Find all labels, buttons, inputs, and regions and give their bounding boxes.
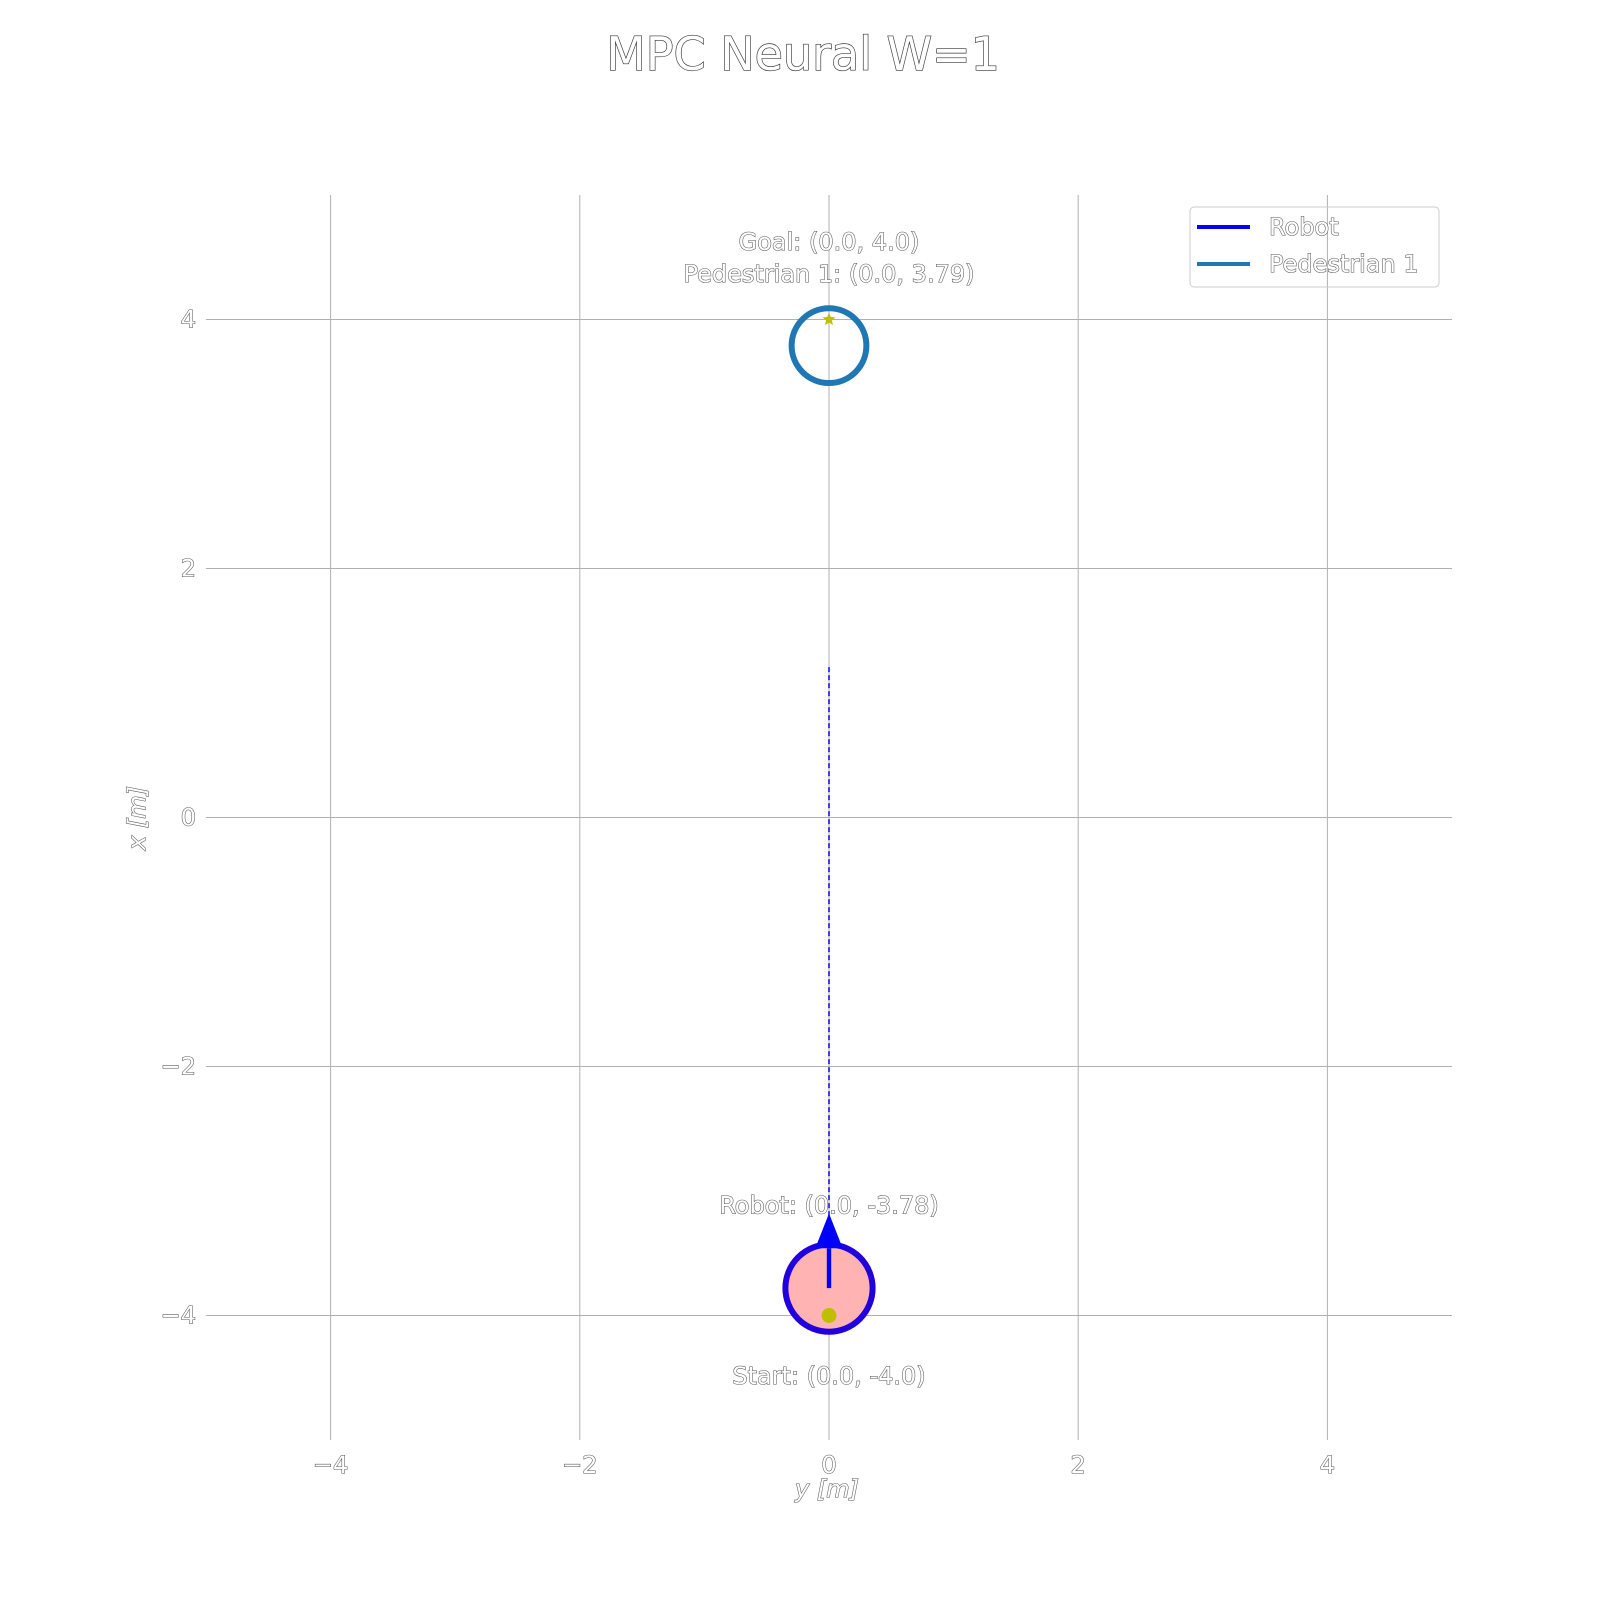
- y-tick-label: −2: [161, 1053, 196, 1081]
- y-tick-label: 0: [181, 804, 196, 832]
- goal-star-icon: [822, 312, 836, 325]
- y-axis-label: x [m]: [123, 786, 151, 851]
- y-tick-labels: −4 −2 0 2 4: [160, 305, 196, 1330]
- y-tick-label: −4: [161, 1302, 196, 1330]
- y-tick-label: 4: [181, 306, 196, 334]
- goal-label: Goal: (0.0, 4.0): [739, 228, 920, 256]
- start-label: Start: (0.0, -4.0): [732, 1362, 925, 1390]
- legend-box: [1189, 206, 1440, 288]
- x-tick-label: −2: [562, 1451, 597, 1479]
- robot-heading-arrow-shaft: [826, 1248, 832, 1289]
- robot-label: Robot: (0.0, -3.78): [719, 1191, 939, 1219]
- x-tick-label: 0: [821, 1451, 836, 1479]
- y-tick-label: 2: [181, 555, 196, 583]
- robot-heading-arrow-head: [815, 1213, 843, 1249]
- x-tick-label: 4: [1320, 1451, 1335, 1479]
- legend: Robot Pedestrian 1: [1189, 206, 1440, 288]
- legend-pedestrian-1-label: Pedestrian 1: [1269, 250, 1419, 278]
- x-tick-label: −4: [313, 1451, 348, 1479]
- legend-robot-label: Robot: [1269, 213, 1339, 241]
- plot-area: −4 −2 0 2 4 −4 −2 0 2 4 Goal: (0.0, 4.0) Pedestr…: [160, 195, 1452, 1480]
- x-tick-labels: −4 −2 0 2 4: [312, 1450, 1335, 1479]
- pedestrian-1-label: Pedestrian 1: (0.0, 3.79): [684, 260, 975, 288]
- x-axis-label: y [m]: [794, 1475, 859, 1503]
- x-tick-label: 2: [1071, 1451, 1086, 1479]
- chart-title: MPC Neural W=1: [606, 27, 1000, 81]
- pedestrian-1-circle: [788, 305, 870, 387]
- start-marker: [821, 1308, 837, 1323]
